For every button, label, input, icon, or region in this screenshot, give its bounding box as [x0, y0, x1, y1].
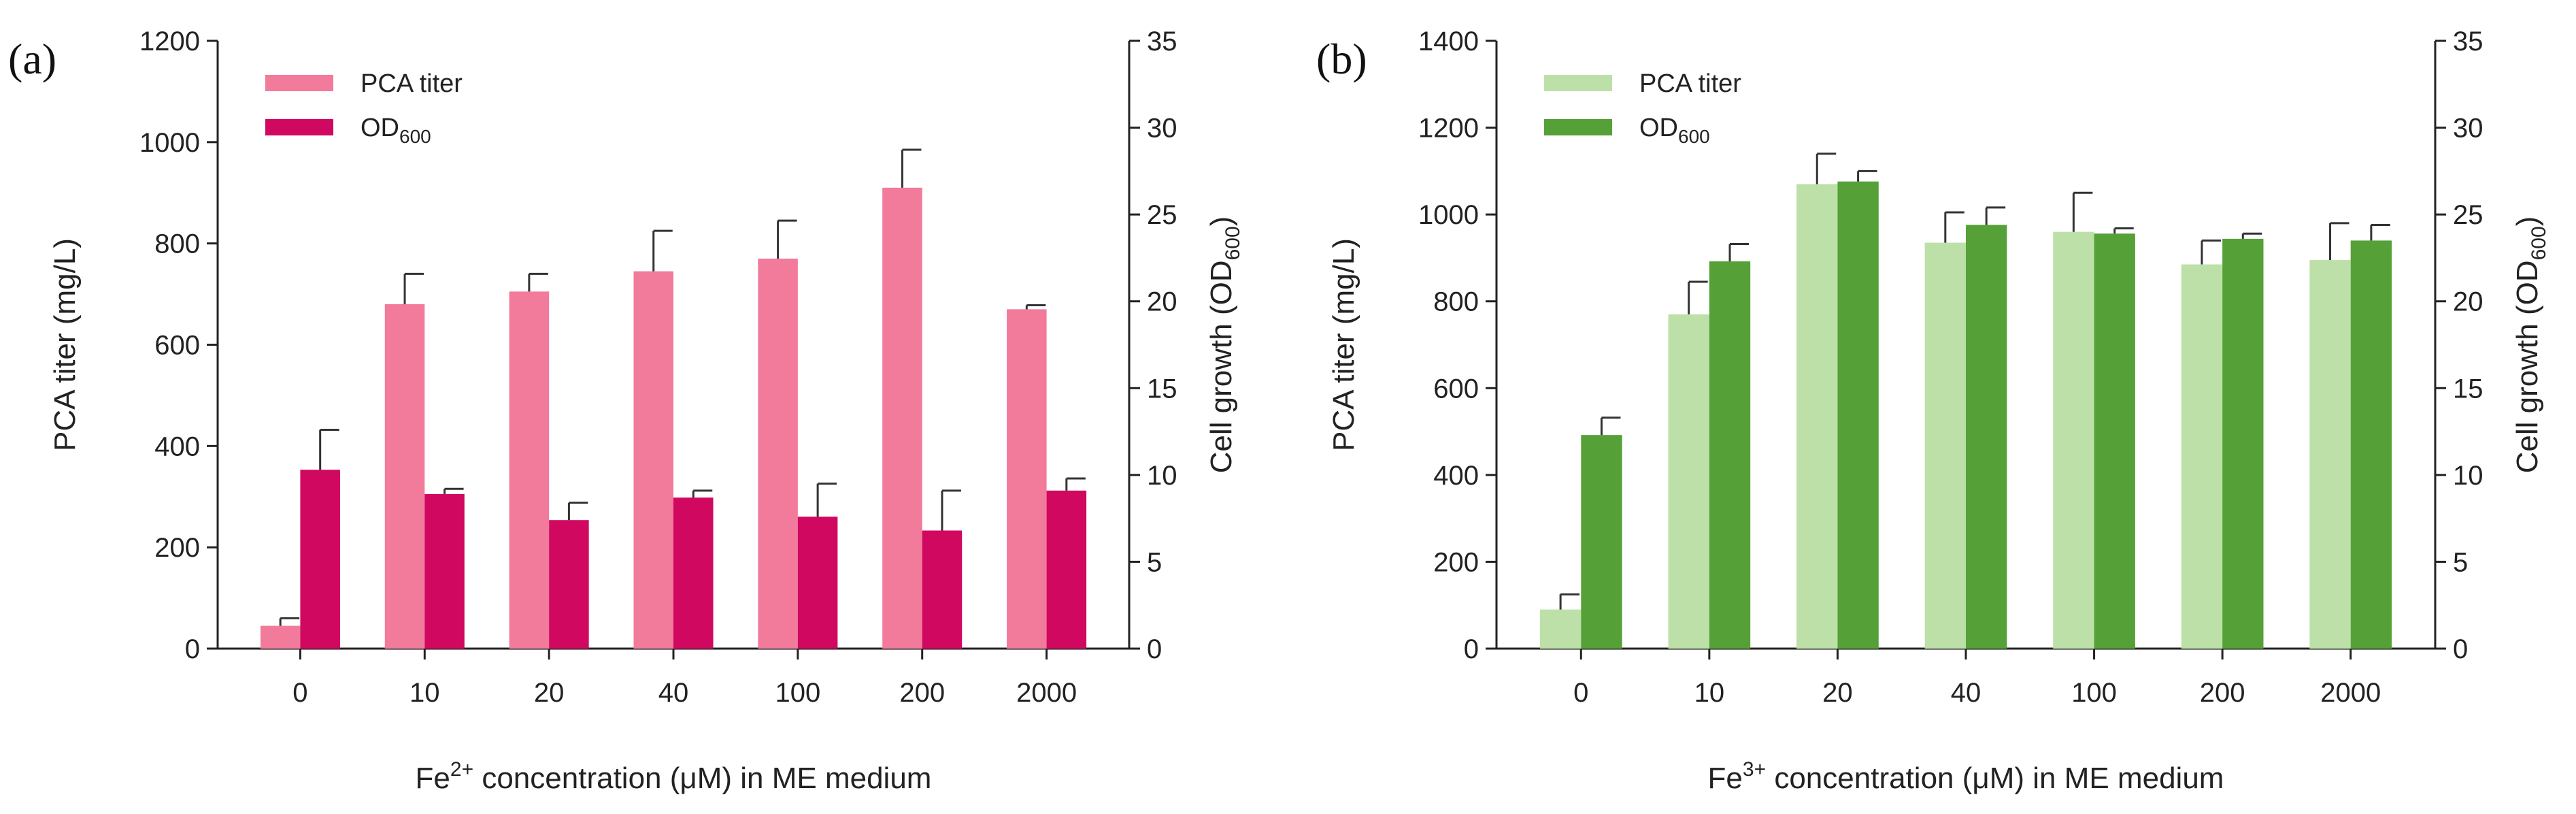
panel-a-bar-od-200 — [922, 530, 963, 649]
panel-b: (b)0200400600800100012001400051015202530… — [1316, 27, 2550, 795]
panel-b-x-axis-title: Fe3+ concentration (μM) in ME medium — [1708, 758, 2224, 795]
panel-b-bar-pca-40 — [1924, 242, 1966, 649]
panel-a-bar-pca-0 — [260, 625, 301, 649]
panel-a-left-tick-label: 1200 — [139, 27, 200, 56]
panel-b-right-tick-label: 0 — [2453, 634, 2468, 664]
panel-a-right-axis-title: Cell growth (OD600) — [1205, 216, 1244, 474]
panel-b-x-tick-label: 40 — [1951, 678, 1981, 708]
panel-a-bar-od-20 — [549, 520, 589, 649]
panel-a-legend-swatch-od — [265, 119, 333, 135]
panel-b-legend-label-pca: PCA titer — [1639, 69, 1741, 98]
panel-a-left-tick-label: 800 — [154, 229, 200, 259]
panel-a-bar-pca-200 — [882, 187, 922, 649]
panel-a-x-axis-title: Fe2+ concentration (μM) in ME medium — [416, 758, 932, 795]
panel-a-left-tick-label: 0 — [185, 634, 200, 664]
panel-a-x-tick-label: 40 — [658, 678, 689, 708]
panel-b-bar-pca-200 — [2181, 264, 2223, 649]
panel-b-label: (b) — [1316, 35, 1367, 83]
panel-b-right-tick-label: 30 — [2453, 114, 2483, 144]
panel-a-bar-pca-40 — [633, 271, 673, 649]
panel-b-right-tick-label: 10 — [2453, 461, 2483, 491]
panel-a-bar-pca-100 — [758, 258, 798, 649]
panel-b-legend-swatch-pca — [1544, 75, 1612, 91]
panel-a-legend-label-pca: PCA titer — [361, 69, 463, 98]
panel-a-right-tick-label: 25 — [1147, 200, 1177, 230]
panel-b-left-tick-label: 1000 — [1418, 200, 1479, 230]
panel-b-x-tick-label: 10 — [1694, 678, 1725, 708]
panel-a-x-tick-label: 200 — [899, 678, 945, 708]
panel-b-bar-pca-10 — [1668, 314, 1709, 649]
panel-a-bar-od-40 — [673, 498, 714, 649]
panel-a-bar-od-10 — [424, 493, 465, 649]
panel-a-left-tick-label: 400 — [154, 432, 200, 461]
panel-a-x-tick-label: 100 — [775, 678, 820, 708]
panel-b-legend-swatch-od — [1544, 119, 1612, 135]
panel-a-left-tick-label: 600 — [154, 331, 200, 361]
panel-b-x-tick-label: 0 — [1573, 678, 1588, 708]
panel-b-left-tick-label: 0 — [1464, 634, 1479, 664]
panel-a: (a) 0 200 400 600 800 1000 1200 0 5 10 15 20 25 30 35 0 1… — [8, 27, 1244, 795]
panel-b-bar-od-100 — [2094, 233, 2135, 649]
panel-b-x-tick-label: 100 — [2071, 678, 2117, 708]
panel-b-right-tick-label: 15 — [2453, 374, 2483, 404]
panel-b-left-tick-label: 600 — [1433, 374, 1479, 404]
panel-b-bar-pca-20 — [1796, 184, 1838, 649]
panel-b-left-tick-label: 800 — [1433, 287, 1479, 317]
panel-b-bar-od-10 — [1709, 261, 1751, 649]
panel-b-bar-pca-0 — [1539, 609, 1582, 649]
panel-a-bar-od-100 — [797, 517, 838, 649]
panel-b-left-tick-label: 200 — [1433, 547, 1479, 577]
panel-b-right-tick-label: 35 — [2453, 27, 2483, 56]
panel-b-bar-pca-2000 — [2309, 260, 2351, 649]
panel-a-bar-od-0 — [300, 470, 340, 649]
panel-a-left-tick-label: 200 — [154, 533, 200, 563]
panel-b-x-tick-label: 20 — [1822, 678, 1853, 708]
panel-a-bar-od-2000 — [1046, 490, 1087, 649]
panel-a-right-tick-label: 20 — [1147, 287, 1177, 317]
panel-a-label: (a) — [8, 35, 56, 83]
panel-b-right-axis-title: Cell growth (OD600) — [2511, 216, 2550, 474]
panel-b-x-tick-label: 2000 — [2320, 678, 2381, 708]
panel-b-right-tick-label: 5 — [2453, 547, 2468, 577]
panel-a-legend-label-od: OD600 — [361, 114, 431, 147]
panel-a-legend-swatch-pca — [265, 75, 333, 91]
panel-a-x-tick-label: 2000 — [1016, 678, 1077, 708]
panel-b-bar-od-40 — [1966, 225, 2007, 649]
panel-a-left-tick-label: 1000 — [139, 128, 200, 158]
panel-a-right-tick-label: 5 — [1147, 547, 1162, 577]
panel-b-bar-od-200 — [2222, 238, 2264, 649]
panel-a-right-tick-label: 10 — [1147, 461, 1177, 491]
panel-b-bar-pca-100 — [2053, 231, 2094, 649]
panel-a-x-tick-label: 0 — [292, 678, 307, 708]
panel-a-x-tick-label: 10 — [409, 678, 440, 708]
panel-b-left-tick-label: 1200 — [1418, 114, 1479, 144]
panel-a-bar-pca-2000 — [1007, 309, 1047, 649]
panel-b-right-tick-label: 20 — [2453, 287, 2483, 317]
panel-a-right-tick-label: 35 — [1147, 27, 1177, 56]
panel-b-left-tick-label: 400 — [1433, 461, 1479, 491]
panel-a-bar-pca-10 — [384, 304, 425, 649]
panel-a-left-axis-title: PCA titer (mg/L) — [48, 238, 82, 451]
panel-a-right-tick-label: 15 — [1147, 374, 1177, 404]
panel-b-bar-od-2000 — [2350, 240, 2392, 649]
panel-b-left-axis-title: PCA titer (mg/L) — [1327, 238, 1360, 451]
panel-a-x-tick-label: 20 — [534, 678, 565, 708]
panel-b-right-tick-label: 25 — [2453, 200, 2483, 230]
panel-a-right-tick-label: 0 — [1147, 634, 1162, 664]
panel-a-right-tick-label: 30 — [1147, 114, 1177, 144]
panel-b-bar-od-20 — [1837, 181, 1879, 649]
panel-b-x-tick-label: 200 — [2200, 678, 2245, 708]
panel-b-left-tick-label: 1400 — [1418, 27, 1479, 56]
panel-b-legend-label-od: OD600 — [1639, 114, 1710, 147]
panel-a-bar-pca-20 — [509, 291, 550, 649]
panel-b-bar-od-0 — [1581, 435, 1622, 649]
